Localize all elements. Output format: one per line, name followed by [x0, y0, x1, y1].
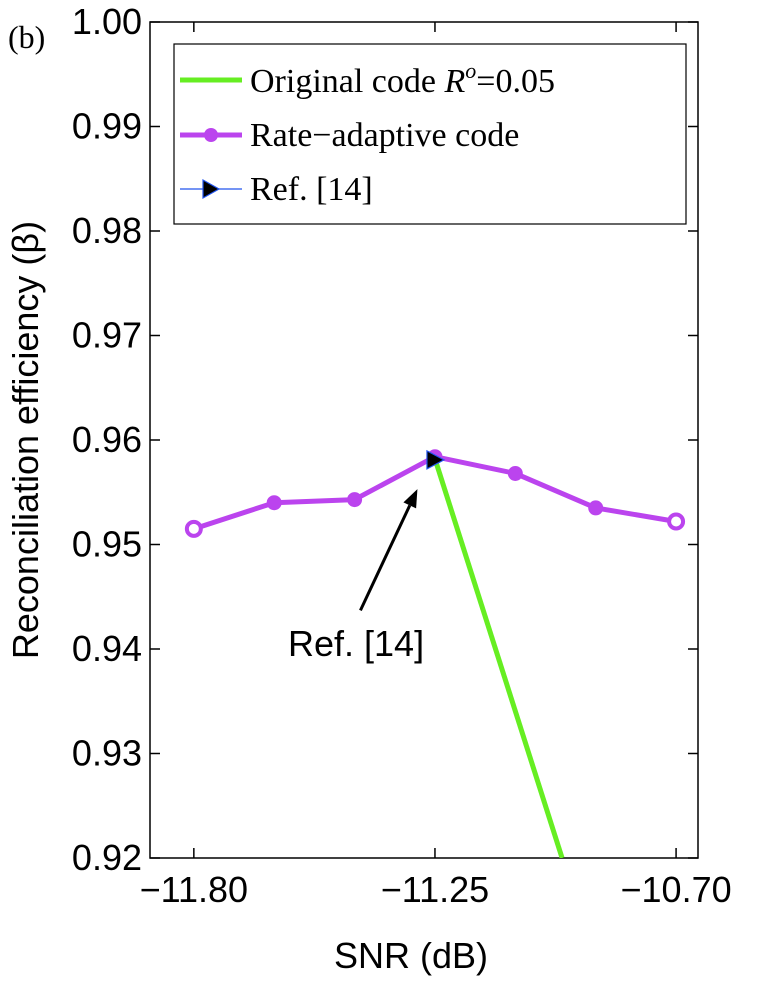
point-rate-adaptive	[184, 519, 203, 538]
annotation-label: Ref. [14]	[288, 623, 424, 664]
x-tick-label: −11.25	[381, 869, 489, 910]
point-rate-adaptive	[347, 492, 363, 508]
legend-box	[173, 43, 687, 225]
y-axis-title: Reconciliation efficiency (β)	[5, 221, 46, 659]
annotation-arrow-shaft	[359, 504, 412, 611]
point-rate-adaptive	[667, 512, 686, 531]
point-ref14	[426, 449, 446, 470]
legend-marker-rate-adaptive	[204, 128, 218, 142]
x-axis-title: SNR (dB)	[334, 935, 488, 976]
legend-label-rate-adaptive: Rate−adaptive code	[250, 117, 519, 154]
y-tick-label: 1.00	[72, 1, 142, 42]
legend-label-ref14: Ref. [14]	[250, 171, 373, 208]
legend-original-symbol: R	[444, 63, 466, 100]
y-tick-label: 0.99	[72, 106, 142, 147]
x-tick-label: −10.70	[621, 869, 732, 910]
y-tick-label: 0.96	[72, 419, 142, 460]
legend-original-prefix: Original code	[250, 63, 445, 100]
point-rate-adaptive	[588, 500, 604, 516]
axis-ticks: 0.92 0.93 0.94 0.95 0.96 0.97 0.98 0.99 1.00 −11.…	[72, 1, 732, 910]
legend-label-original: Original code Ro=0.05	[250, 58, 555, 100]
point-rate-adaptive	[507, 465, 523, 481]
annotation-arrow-head	[403, 489, 418, 509]
legend-marker-ref14	[202, 178, 221, 200]
y-tick-label: 0.94	[72, 628, 142, 669]
legend-original-superscript: o	[465, 58, 476, 83]
y-tick-label: 0.97	[72, 315, 142, 356]
annotation-layer: Ref. [14]	[288, 489, 424, 664]
x-tick-label: −11.80	[140, 869, 248, 910]
markers-layer	[184, 449, 686, 538]
y-tick-label: 0.98	[72, 210, 142, 251]
panel-label: (b)	[8, 19, 45, 55]
y-tick-label: 0.93	[72, 733, 142, 774]
y-tick-label: 0.92	[72, 837, 142, 878]
legend: Original code Ro=0.05 Rate−adaptive code…	[173, 43, 687, 225]
point-rate-adaptive	[266, 495, 282, 511]
y-tick-label: 0.95	[72, 524, 142, 565]
legend-original-suffix: =0.05	[476, 63, 555, 100]
series-line-original	[432, 458, 565, 858]
